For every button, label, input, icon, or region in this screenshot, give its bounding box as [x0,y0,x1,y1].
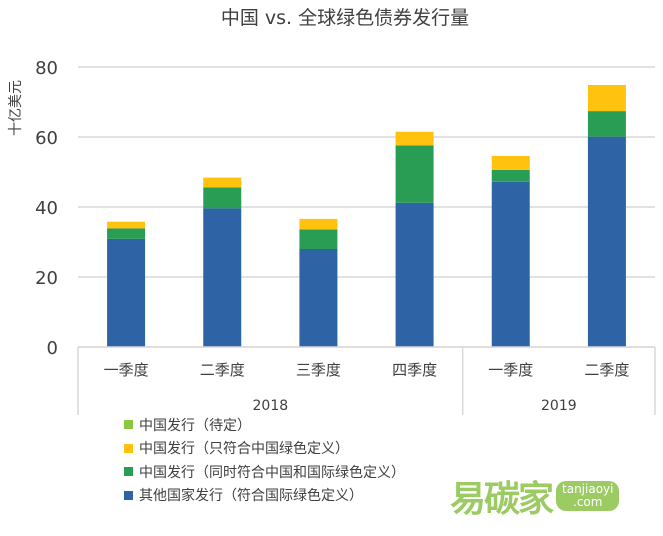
x-tick-label: 三季度 [296,361,341,379]
legend-item: 中国发行（待定） [124,413,405,437]
bar-segment-s2-c0 [107,221,146,229]
bar-segment-s1-c4 [491,169,530,182]
legend-swatch [124,443,133,453]
y-tick-label: 0 [47,338,58,359]
bar-segment-s1-c5 [587,111,626,137]
legend-swatch [124,467,133,477]
bar-segment-s2-c5 [587,85,626,112]
bar-segment-s1-c0 [107,228,146,239]
legend-swatch [124,490,133,500]
legend-item: 中国发行（同时符合中国和国际绿色定义） [124,460,405,484]
watermark-logo: 易碳家 tanjiaoyi .com [450,470,620,522]
legend-label: 中国发行（待定） [139,417,251,434]
bar-segment-s0-c3 [395,202,434,347]
bar-segment-s3-c5 [587,85,626,86]
legend-label: 其他国家发行（符合国际绿色定义） [139,488,363,505]
bar-segment-s1-c3 [395,145,434,203]
bar-segment-s1-c1 [203,187,242,209]
x-tick-label: 二季度 [200,361,245,379]
legend-label: 中国发行（只符合中国绿色定义） [139,441,349,458]
legend-item: 中国发行（只符合中国绿色定义） [124,437,405,461]
bar-segment-s2-c3 [395,131,434,146]
x-tick-label: 二季度 [584,361,629,379]
bar-segment-s2-c2 [299,218,338,230]
x-tick-label: 一季度 [104,361,149,379]
bar-segment-s0-c2 [299,249,338,347]
bar-segment-s2-c4 [491,155,530,170]
legend-swatch [124,420,133,430]
group-label: 2018 [253,398,289,414]
y-tick-label: 60 [35,128,58,149]
group-label: 2019 [541,398,577,414]
bar-segment-s0-c0 [107,238,146,347]
logo-sub: tanjiaoyi .com [556,481,620,511]
y-tick-label: 80 [35,58,58,79]
y-tick-label: 40 [35,198,58,219]
bar-segment-s0-c1 [203,208,242,347]
bar-segment-s0-c5 [587,136,626,347]
legend: 中国发行（待定） 中国发行（只符合中国绿色定义） 中国发行（同时符合中国和国际绿色定… [124,413,405,507]
x-tick-label: 一季度 [488,361,533,379]
chart-title: 中国 vs. 全球绿色债券发行量 [221,7,469,29]
logo-text: 易碳家 [450,479,554,520]
y-tick-label: 20 [35,268,58,289]
bar-segment-s1-c2 [299,229,338,249]
y-axis-label: 十亿美元 [8,80,24,136]
legend-item: 其他国家发行（符合国际绿色定义） [124,484,405,508]
legend-label: 中国发行（同时符合中国和国际绿色定义） [139,464,405,481]
bar-segment-s0-c4 [491,181,530,347]
x-tick-label: 四季度 [392,361,437,379]
bar-segment-s2-c1 [203,177,242,188]
